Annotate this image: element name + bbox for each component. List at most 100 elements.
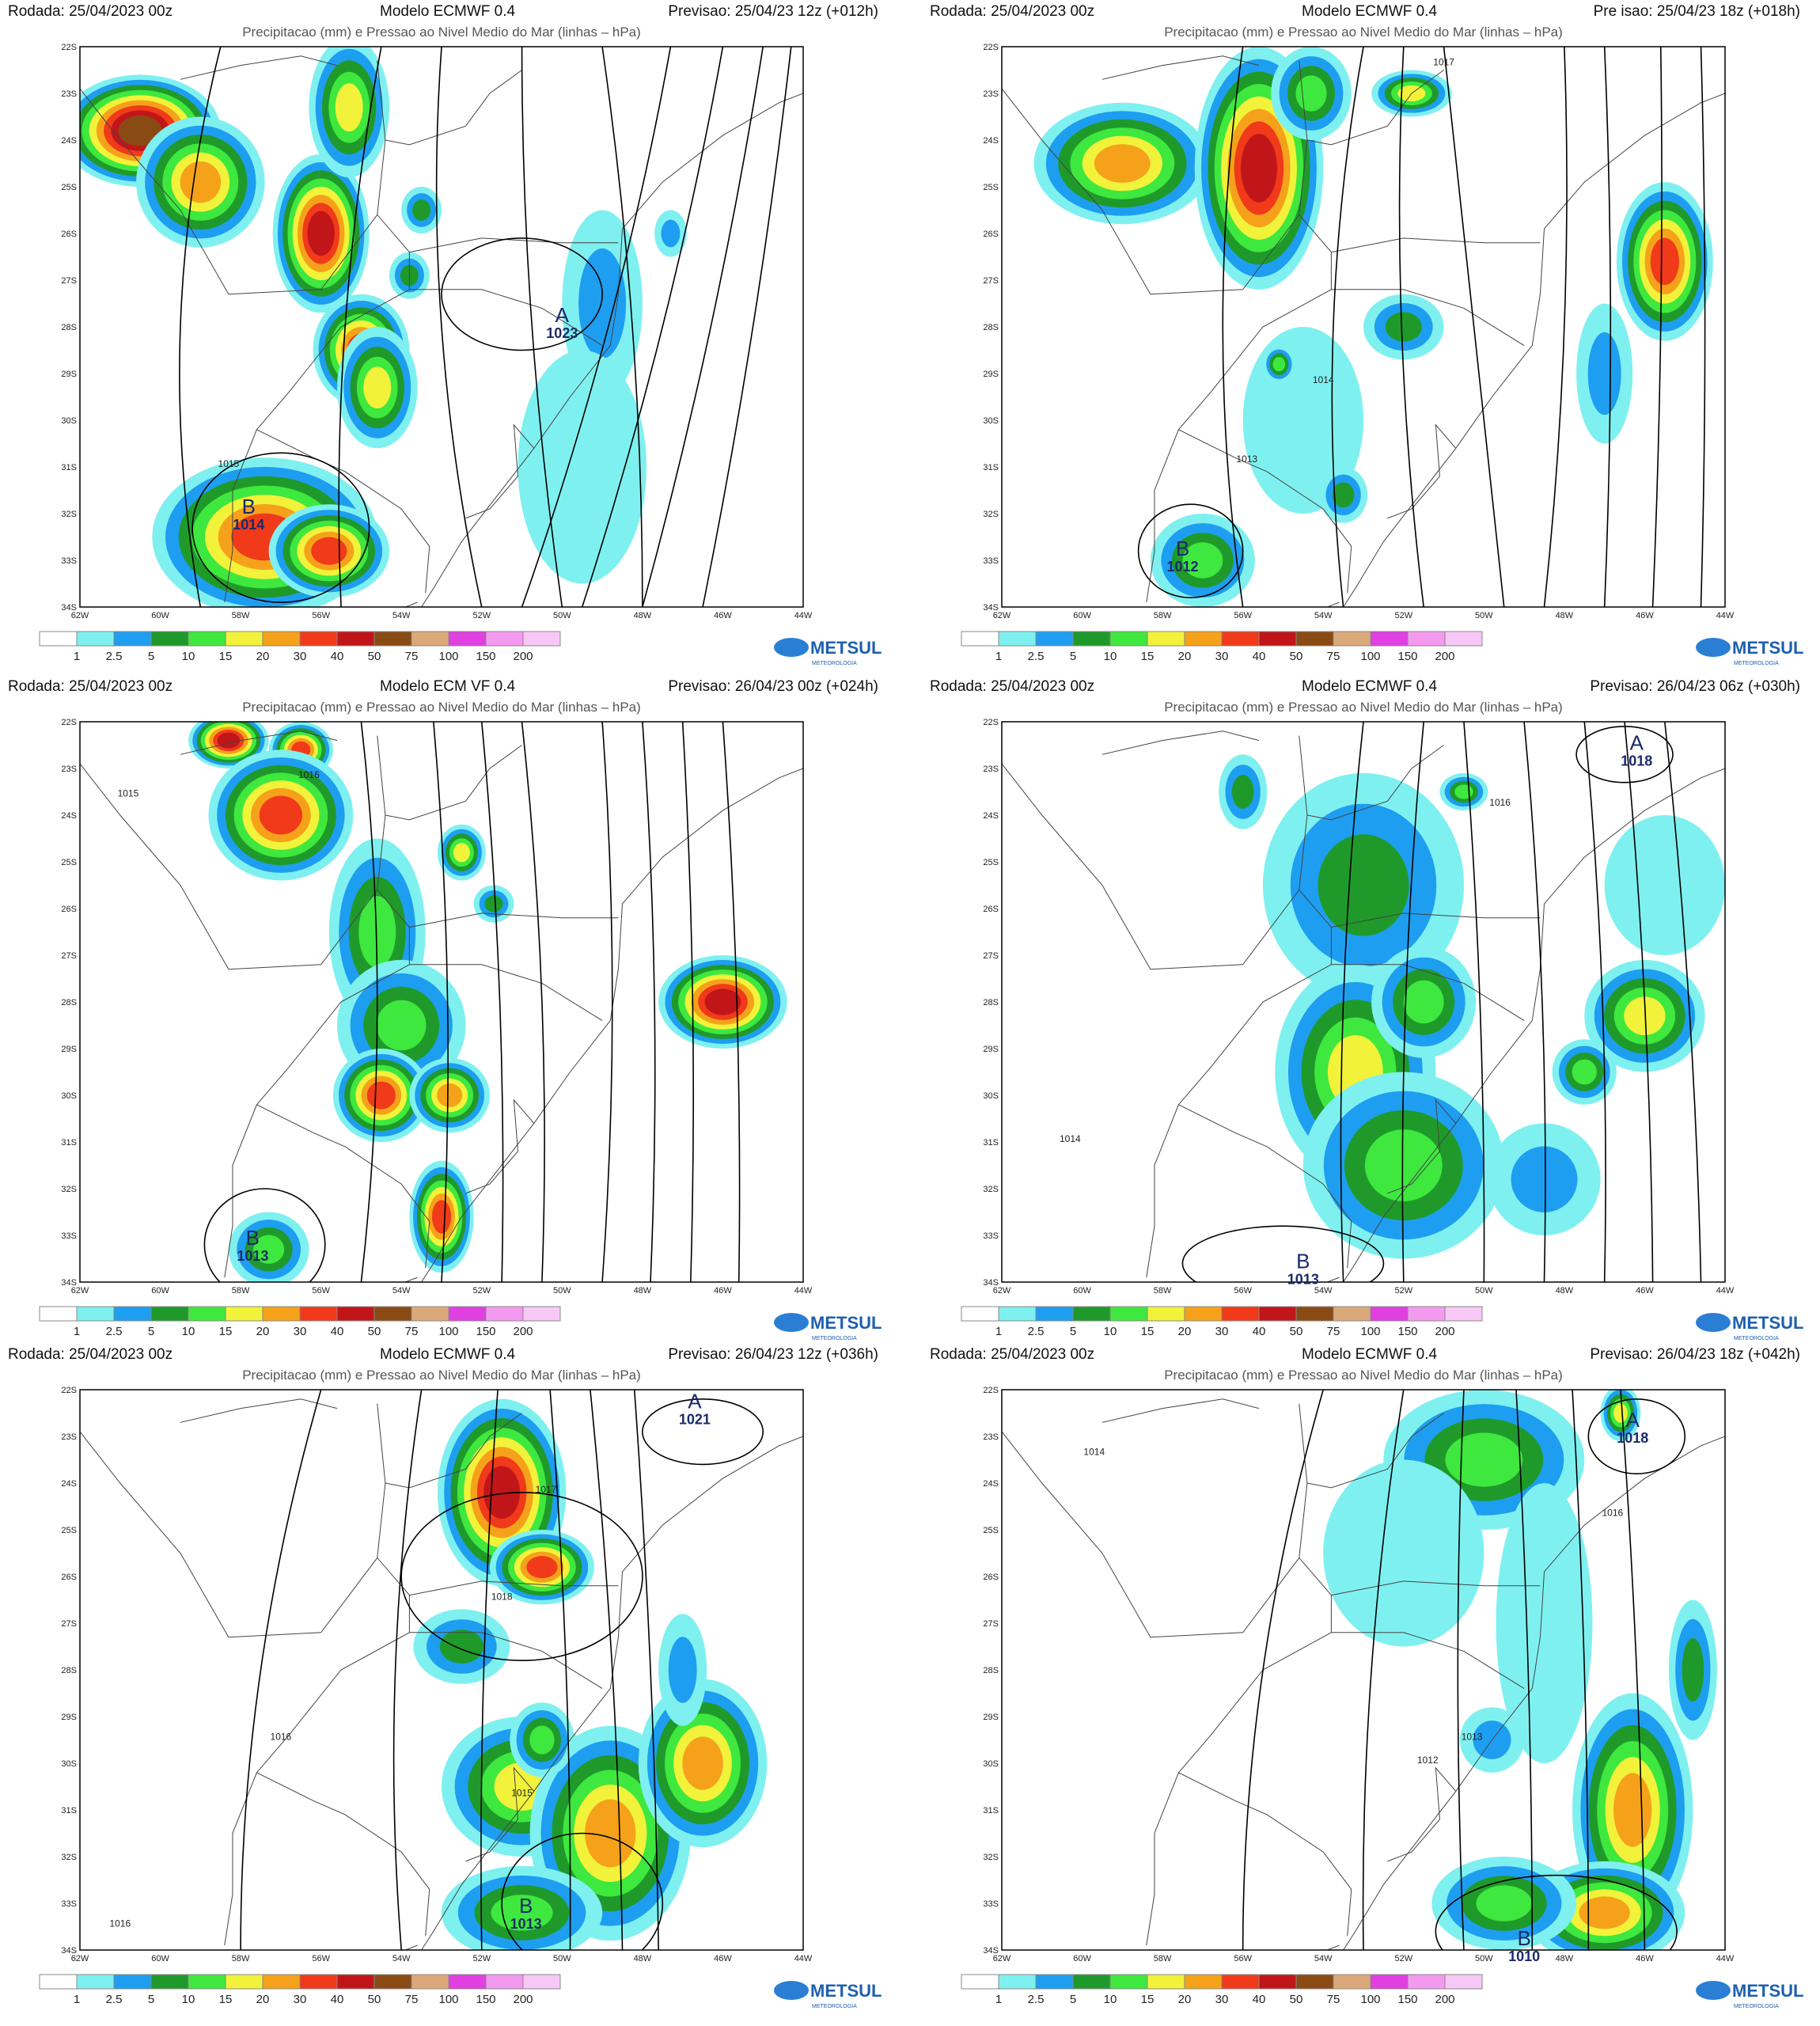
precip-area <box>1587 332 1621 415</box>
border-line <box>1177 735 1352 1269</box>
lat-label: 30S <box>983 416 999 426</box>
pressure-center-letter: B <box>519 1894 533 1918</box>
legend-swatch <box>150 631 189 647</box>
isobar-label: 1015 <box>118 787 139 799</box>
border-line <box>1146 1104 1179 1278</box>
legend-swatch <box>522 631 561 647</box>
legend-swatch <box>1333 1974 1371 1990</box>
legend-label: 100 <box>1360 1325 1380 1338</box>
legend-label: 10 <box>1104 1325 1117 1338</box>
isobar <box>521 722 545 1282</box>
legend-swatch <box>1444 1306 1483 1322</box>
precip-area <box>661 219 681 248</box>
legend-label: 50 <box>368 650 381 663</box>
lat-label: 23S <box>983 1432 999 1442</box>
isobar <box>1242 1390 1324 1950</box>
legend-swatch <box>39 631 78 647</box>
precip-area <box>412 199 431 221</box>
legend-label: 75 <box>1327 650 1340 663</box>
legend-swatch <box>262 1306 301 1322</box>
legend-swatch <box>1221 1974 1260 1990</box>
legend-swatch <box>998 631 1037 647</box>
lat-label: 33S <box>61 556 77 566</box>
lat-label: 22S <box>61 43 77 52</box>
map-panel: Rodada: 25/04/2023 00z Modelo ECMWF 0.4 Pr… <box>930 678 1803 1341</box>
precip-area <box>1241 134 1277 203</box>
legend-label: 5 <box>1070 1993 1076 2006</box>
lat-label: 26S <box>61 1573 77 1582</box>
lat-label: 32S <box>983 1185 999 1194</box>
isobar <box>1651 47 1663 607</box>
isobar-label: 1013 <box>1462 1732 1483 1743</box>
border-line <box>1101 1398 1260 1423</box>
legend-swatch <box>1444 1974 1483 1990</box>
legend-swatch <box>113 1974 152 1990</box>
lon-label: 62W <box>993 1286 1011 1296</box>
border-line <box>409 964 603 1022</box>
border-line <box>180 1398 338 1423</box>
lon-label: 60W <box>151 1286 169 1296</box>
legend-label: 15 <box>219 1325 233 1338</box>
pressure-center-value: 1013 <box>1287 1271 1319 1287</box>
legend-label: 2.5 <box>1028 1325 1045 1338</box>
logo-subtext: METEOROLOGIA <box>1734 1336 1779 1341</box>
forecast-label: Previsao: 26/04/23 00z (+024h) <box>668 678 878 695</box>
isobar <box>681 722 695 1282</box>
precip-area <box>431 1200 452 1234</box>
legend-swatch <box>1109 1974 1148 1990</box>
lat-label: 32S <box>61 1853 77 1862</box>
lon-label: 46W <box>714 1286 732 1296</box>
lon-label: 58W <box>1154 1286 1172 1296</box>
isobar <box>1575 726 1674 783</box>
precip-area <box>1094 144 1151 183</box>
isobar <box>1362 1390 1405 1950</box>
border-line <box>409 1580 619 1596</box>
isobar-label: 1014 <box>1060 1133 1081 1144</box>
pressure-center-value: 1023 <box>546 325 578 341</box>
logo-text: METSUL <box>1732 1981 1803 2001</box>
legend-swatch <box>1444 631 1483 647</box>
lon-label: 58W <box>232 1286 250 1296</box>
isobar <box>1700 47 1706 607</box>
legend-label: 20 <box>256 1325 270 1338</box>
lat-label: 28S <box>61 1666 77 1675</box>
precip-area <box>358 896 396 968</box>
border-line <box>1002 88 1300 295</box>
legend-swatch <box>1184 1974 1223 1990</box>
pressure-center-value: 1010 <box>1508 1948 1540 1964</box>
lon-label: 56W <box>312 611 330 620</box>
lat-label: 30S <box>61 1091 77 1101</box>
pressure-center-value: 1012 <box>1166 559 1198 575</box>
logo-subtext: METEOROLOGIA <box>812 661 857 666</box>
precip-area <box>1403 980 1444 1024</box>
legend-swatch <box>961 631 999 647</box>
lat-label: 25S <box>61 1526 77 1535</box>
isobar-label: 1014 <box>1083 1447 1105 1458</box>
lat-label: 22S <box>983 1386 999 1395</box>
lon-label: 44W <box>794 1286 813 1296</box>
run-label: Rodada: 25/04/2023 00z <box>930 3 1094 20</box>
isobar <box>702 47 792 607</box>
isobar <box>642 1398 764 1466</box>
isobar <box>1222 47 1244 607</box>
map-panel: Rodada: 25/04/2023 00z Modelo ECMWF 0.4 Pr… <box>8 3 882 666</box>
lon-label: 62W <box>71 1286 89 1296</box>
isobar-label: 1016 <box>271 1732 292 1743</box>
legend-label: 20 <box>256 1993 270 2006</box>
lat-label: 29S <box>983 1713 999 1722</box>
precip-area <box>704 988 741 1015</box>
legend-swatch <box>1072 1306 1111 1322</box>
legend-swatch <box>1147 1974 1185 1990</box>
legend-label: 2.5 <box>106 1993 123 2006</box>
precip-area <box>366 1081 396 1110</box>
legend-swatch <box>1258 1974 1297 1990</box>
legend-label: 200 <box>513 1325 533 1338</box>
precip-area <box>1579 1896 1630 1929</box>
border-line <box>465 423 535 519</box>
border-line <box>1387 423 1457 519</box>
isobar <box>1523 722 1546 1282</box>
border-line <box>1101 730 1260 755</box>
lat-label: 25S <box>61 858 77 867</box>
